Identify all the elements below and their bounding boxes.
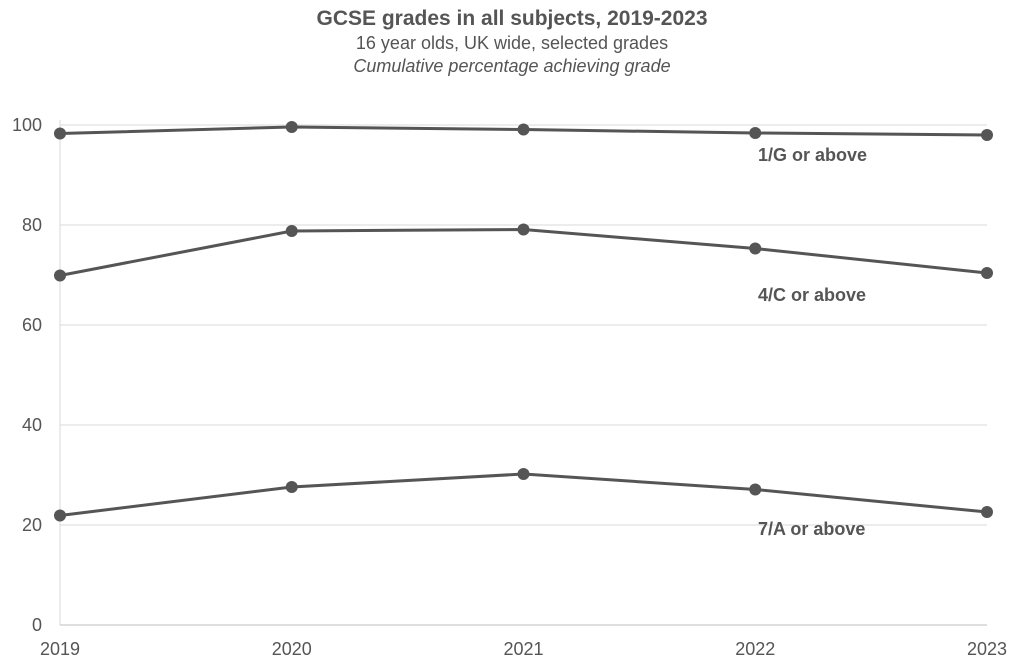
data-point [517, 223, 530, 236]
data-point [749, 127, 762, 139]
data-point [981, 267, 993, 279]
x-tick-label: 2022 [735, 639, 775, 659]
y-tick-label: 100 [12, 115, 42, 135]
series-label: 7/A or above [758, 519, 865, 539]
series-line [59, 472, 988, 517]
data-point [285, 481, 298, 493]
y-tick-label: 40 [22, 415, 42, 435]
x-tick-label: 2019 [40, 639, 80, 659]
data-point [981, 506, 993, 518]
y-tick-label: 0 [32, 615, 42, 635]
data-point [54, 509, 66, 522]
data-point [285, 225, 298, 237]
chart-title: GCSE grades in all subjects, 2019-2023 [316, 7, 708, 30]
y-tick-label: 20 [22, 515, 42, 535]
x-tick-label: 2021 [503, 639, 543, 659]
chart-subtitle-italic: Cumulative percentage achieving grade [353, 56, 671, 76]
data-point [749, 242, 762, 255]
x-tick-label: 2023 [967, 639, 1007, 659]
data-point [285, 121, 298, 133]
series-line [59, 227, 988, 277]
data-point [749, 483, 762, 496]
chart-subtitle: 16 year olds, UK wide, selected grades [355, 33, 669, 53]
x-tick-label: 2020 [272, 639, 312, 659]
series-label: 1/G or above [758, 145, 867, 165]
chart-title-block: GCSE grades in all subjects, 2019-2023 1… [0, 6, 1024, 78]
data-point [981, 129, 993, 141]
data-point [54, 269, 66, 282]
data-point [517, 468, 530, 480]
data-point [517, 123, 530, 136]
y-tick-label: 60 [22, 315, 42, 335]
y-tick-label: 80 [22, 215, 42, 235]
data-point [54, 127, 66, 140]
series-label: 4/C or above [758, 285, 866, 305]
